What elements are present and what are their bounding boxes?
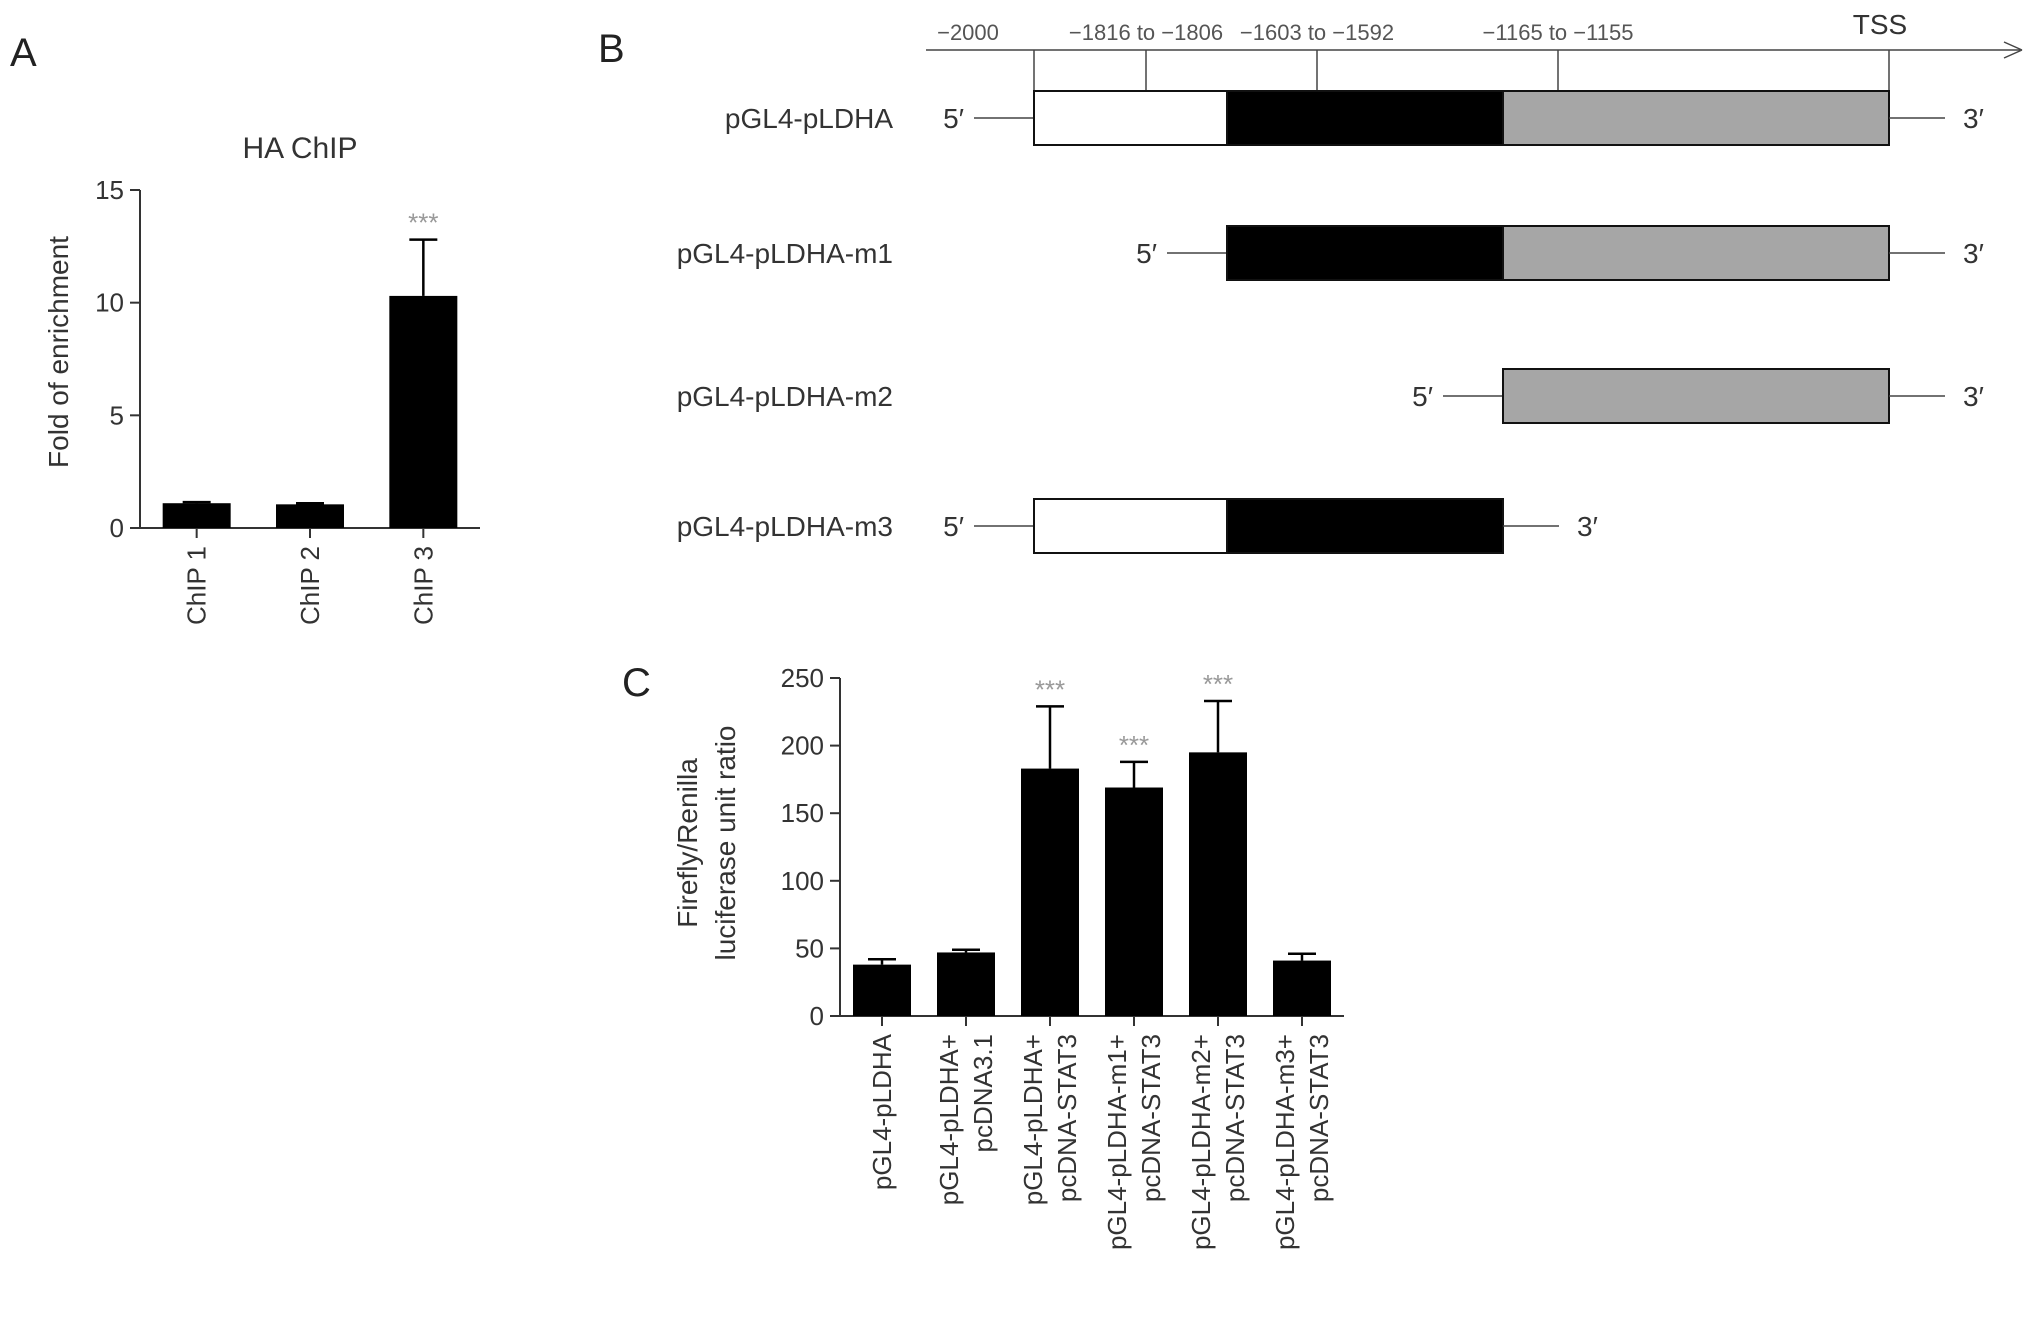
position-label: −1816 to −1806: [1069, 20, 1223, 45]
chart-c-significance-label: ***: [1035, 674, 1065, 704]
chart-c-category-label: pcDNA-STAT3: [1052, 1034, 1082, 1202]
five-prime-label: 5′: [1136, 238, 1157, 269]
segment-black: [1226, 225, 1504, 281]
segment-gray: [1502, 368, 1890, 424]
chart-c-y-tick-label: 50: [795, 933, 824, 963]
chart-c-y-tick-label: 250: [781, 663, 824, 693]
chart-c-significance-label: ***: [1203, 669, 1233, 699]
chart-a-category-label: ChIP 1: [182, 546, 212, 625]
segment-gray: [1502, 225, 1890, 281]
chart-c-y-axis-label-line1: Firefly/Renilla: [672, 758, 703, 928]
position-label: −2000: [937, 20, 999, 45]
chart-c-y-tick-label: 150: [781, 798, 824, 828]
five-prime-label: 5′: [943, 103, 964, 134]
tss-arrowhead: [2003, 41, 2023, 59]
chart-a-bar: [162, 503, 231, 528]
chip-enrichment-chart: HA ChIP Fold of enrichment 0 5 10 15 ChIP 1 C…: [43, 132, 480, 625]
chart-a-bar: [389, 295, 458, 528]
chart-c-category-label: pcDNA3.1: [968, 1034, 998, 1153]
chart-c-bar: [853, 964, 911, 1016]
chart-c-significance-label: ***: [1119, 730, 1149, 760]
chart-c-bar: [1105, 787, 1163, 1016]
chart-c-category-label: pcDNA-STAT3: [1220, 1034, 1250, 1202]
chart-c-category-label: pGL4-pLDHA-m3+: [1270, 1034, 1300, 1250]
chart-c-category-label: pGL4-pLDHA: [867, 1033, 897, 1190]
construct-name: pGL4-pLDHA-m2: [677, 381, 893, 412]
chart-a-category-label: ChIP 3: [408, 546, 438, 625]
chart-a-y-tick-label: 10: [95, 288, 124, 318]
segment-black: [1226, 498, 1504, 554]
panel-b-label: B: [598, 27, 625, 71]
promoter-construct-diagram: TSS −2000 −1816 to −1806 −1603 to −1592 −116…: [677, 9, 2023, 554]
three-prime-label: 3′: [1963, 381, 1984, 412]
five-prime-label: 5′: [943, 511, 964, 542]
chart-a-title: HA ChIP: [242, 132, 357, 165]
segment-gray: [1502, 90, 1890, 146]
tss-label: TSS: [1853, 9, 1907, 40]
chart-c-category-label: pGL4-pLDHA+: [1018, 1034, 1048, 1205]
panel-c-label: C: [622, 661, 651, 705]
chart-a-y-tick-label: 15: [95, 175, 124, 205]
chart-a-category-label: ChIP 2: [295, 546, 325, 625]
panel-a-label: A: [10, 31, 37, 75]
three-prime-label: 3′: [1963, 103, 1984, 134]
chart-a-significance-label: ***: [408, 208, 438, 238]
chart-c-category-label: pGL4-pLDHA+: [934, 1034, 964, 1205]
chart-a-y-axis-label: Fold of enrichment: [43, 236, 74, 468]
three-prime-label: 3′: [1963, 238, 1984, 269]
chart-c-category-label: pGL4-pLDHA-m2+: [1186, 1034, 1216, 1250]
segment-white: [1033, 90, 1228, 146]
chart-c-y-axis-label-line2: luciferase unit ratio: [710, 725, 741, 960]
chart-c-bar: [1273, 960, 1331, 1016]
construct-name: pGL4-pLDHA: [725, 103, 893, 134]
construct-name: pGL4-pLDHA-m3: [677, 511, 893, 542]
chart-c-y-tick-label: 0: [810, 1001, 824, 1031]
chart-a-y-tick-label: 5: [110, 400, 124, 430]
luciferase-ratio-chart: Firefly/Renilla luciferase unit ratio 0 5…: [672, 663, 1344, 1250]
chart-a-y-tick-label: 0: [110, 513, 124, 543]
segment-white: [1033, 498, 1228, 554]
chart-a-bar: [276, 504, 344, 528]
position-label: −1603 to −1592: [1240, 20, 1394, 45]
five-prime-label: 5′: [1412, 381, 1433, 412]
chart-c-bar: [937, 952, 995, 1016]
chart-c-category-label: pcDNA-STAT3: [1304, 1034, 1334, 1202]
chart-c-y-tick-label: 200: [781, 731, 824, 761]
segment-black: [1226, 90, 1504, 146]
chart-c-bar: [1189, 752, 1247, 1016]
chart-c-category-label: pGL4-pLDHA-m1+: [1102, 1034, 1132, 1250]
construct-name: pGL4-pLDHA-m1: [677, 238, 893, 269]
chart-c-bar: [1021, 768, 1079, 1016]
chart-c-category-label: pcDNA-STAT3: [1136, 1034, 1166, 1202]
three-prime-label: 3′: [1577, 511, 1598, 542]
chart-c-y-tick-label: 100: [781, 866, 824, 896]
position-label: −1165 to −1155: [1483, 20, 1634, 45]
